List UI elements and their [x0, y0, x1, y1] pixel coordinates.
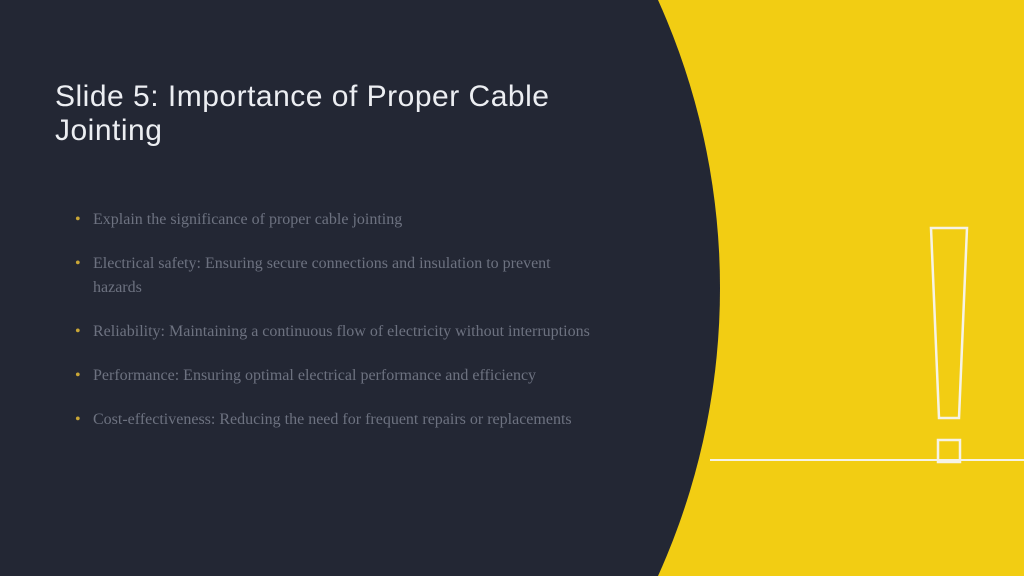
- bullet-list: Explain the significance of proper cable…: [55, 208, 590, 432]
- slide-title: Slide 5: Importance of Proper Cable Join…: [55, 80, 590, 148]
- exclaim-bar: [931, 228, 967, 418]
- bullet-item: Performance: Ensuring optimal electrical…: [75, 364, 590, 388]
- exclamation-icon: [919, 226, 979, 486]
- slide: Slide 5: Importance of Proper Cable Join…: [0, 0, 1024, 576]
- bullet-item: Explain the significance of proper cable…: [75, 208, 590, 232]
- bullet-item: Reliability: Maintaining a continuous fl…: [75, 320, 590, 344]
- exclaim-dot: [938, 440, 960, 462]
- bullet-item: Electrical safety: Ensuring secure conne…: [75, 252, 590, 300]
- bullet-item: Cost-effectiveness: Reducing the need fo…: [75, 408, 590, 432]
- content-area: Slide 5: Importance of Proper Cable Join…: [0, 0, 650, 432]
